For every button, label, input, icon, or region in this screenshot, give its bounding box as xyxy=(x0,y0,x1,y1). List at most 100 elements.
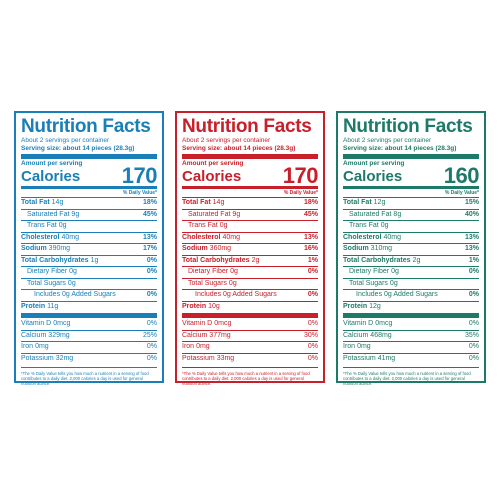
nutrient-amount: 0g xyxy=(389,279,398,287)
nutrient-amount: 0mg xyxy=(357,343,371,351)
carbohydrates-row: Total Carbohydrates 2g 1% xyxy=(343,254,479,267)
nutrient-label: Protein xyxy=(182,302,207,310)
nutrient-amount: 0g xyxy=(391,268,399,276)
nutrient-label: Vitamin D xyxy=(182,320,213,328)
nutrient-dv: 13% xyxy=(303,233,318,241)
nutrition-label-blue: Nutrition Facts About 2 servings per con… xyxy=(14,111,164,386)
nutrient-dv: 18% xyxy=(142,199,157,207)
nutrient-dv: 0% xyxy=(468,291,479,299)
saturated-fat-row: Saturated Fat 9g 45% xyxy=(21,208,157,221)
nutrient-dv: 0% xyxy=(146,320,157,328)
nutrient-label: Includes 0g Added Sugars xyxy=(356,291,438,299)
sodium-row: Sodium 390mg 17% xyxy=(21,243,157,255)
label-title: Nutrition Facts xyxy=(21,116,151,137)
calories-row: Calories 170 xyxy=(182,165,319,187)
nutrient-amount: 310mg xyxy=(370,245,393,253)
dietary-fiber-row: Dietary Fiber 0g 0% xyxy=(182,266,318,278)
nutrient-amount: 468mg xyxy=(370,331,392,339)
divider-thick xyxy=(21,313,157,318)
nutrient-dv: 15% xyxy=(464,199,479,207)
nutrient-dv: 0% xyxy=(468,268,479,276)
divider-medium xyxy=(21,186,157,189)
nutrient-label: Calcium xyxy=(343,331,369,339)
nutrient-amount: 1g xyxy=(90,256,99,264)
calories-value: 160 xyxy=(443,163,480,188)
divider-thick xyxy=(21,154,157,159)
nutrient-label: Saturated Fat xyxy=(188,210,231,218)
nutrient-dv: 16% xyxy=(303,245,318,253)
nutrient-label: Cholesterol xyxy=(343,233,382,241)
calories-value: 170 xyxy=(121,163,158,188)
potassium-row: Potassium 33mg 0% xyxy=(182,352,318,365)
nutrient-dv: 0% xyxy=(307,343,318,351)
protein-row: Protein 11g xyxy=(21,300,157,313)
nutrient-amount: 2g xyxy=(412,256,421,264)
nutrient-label: Potassium xyxy=(343,354,376,362)
daily-value-header: % Daily Value* xyxy=(283,190,318,196)
total-fat-row: Total Fat 14g 18% xyxy=(21,197,157,209)
nutrient-label: Trans Fat xyxy=(27,222,57,230)
nutrient-amount: 14g xyxy=(212,199,225,207)
dietary-fiber-row: Dietary Fiber 0g 0% xyxy=(21,266,157,278)
nutrient-label: Total Fat xyxy=(21,199,50,207)
nutrient-amount: 40mg xyxy=(222,233,241,241)
calories-label: Calories xyxy=(182,168,242,185)
calcium-row: Calcium 377mg 30% xyxy=(182,329,318,342)
nutrient-dv: 17% xyxy=(142,245,157,253)
divider-thick xyxy=(343,313,479,318)
protein-row: Protein 10g xyxy=(182,300,318,313)
servings-per-container: About 2 servings per container xyxy=(343,137,432,144)
divider-thick xyxy=(182,154,318,159)
nutrient-amount: 0mg xyxy=(196,343,210,351)
nutrient-amount: 40mg xyxy=(383,233,402,241)
cholesterol-row: Cholesterol 40mg 13% xyxy=(21,231,157,244)
nutrient-amount: 0g xyxy=(219,222,228,230)
nutrient-amount: 0mg xyxy=(35,343,49,351)
nutrient-label: Sodium xyxy=(343,245,369,253)
nutrient-dv: 35% xyxy=(464,331,479,339)
nutrient-label: Vitamin D xyxy=(343,320,374,328)
nutrient-amount: 14g xyxy=(51,199,64,207)
total-sugars-row: Total Sugars 0g xyxy=(182,277,318,290)
added-sugars-row: Includes 0g Added Sugars 0% xyxy=(21,289,157,301)
protein-row: Protein 12g xyxy=(343,300,479,313)
nutrient-dv: 45% xyxy=(142,210,157,218)
nutrient-amount: 32mg xyxy=(55,354,74,362)
serving-size: Serving size: about 14 pieces (28.3g) xyxy=(343,145,457,152)
nutrient-label: Total Fat xyxy=(343,199,372,207)
nutrient-dv: 45% xyxy=(303,210,318,218)
nutrient-label: Saturated Fat xyxy=(27,210,70,218)
iron-row: Iron 0mg 0% xyxy=(343,341,479,353)
nutrient-dv: 0% xyxy=(307,320,318,328)
nutrient-amount: 390mg xyxy=(48,245,71,253)
calories-label: Calories xyxy=(343,168,403,185)
cholesterol-row: Cholesterol 40mg 13% xyxy=(343,231,479,244)
nutrient-dv: 0% xyxy=(146,354,157,362)
trans-fat-row: Trans Fat 0g xyxy=(21,220,157,232)
nutrient-dv: 0% xyxy=(307,268,318,276)
label-title: Nutrition Facts xyxy=(182,116,312,137)
nutrient-label: Sodium xyxy=(21,245,47,253)
nutrient-amount: 8g xyxy=(393,210,402,218)
nutrient-label: Includes 0g Added Sugars xyxy=(195,291,277,299)
nutrient-amount: 41mg xyxy=(377,354,396,362)
nutrient-amount: 0mcg xyxy=(375,320,393,328)
nutrient-amount: 0g xyxy=(228,279,237,287)
nutrient-dv: 0% xyxy=(468,320,479,328)
nutrient-amount: 0g xyxy=(230,268,238,276)
calories-row: Calories 160 xyxy=(343,163,480,188)
total-sugars-row: Total Sugars 0g xyxy=(343,277,479,290)
potassium-row: Potassium 32mg 0% xyxy=(21,352,157,365)
calories-row: Calories 170 xyxy=(21,163,158,188)
nutrient-amount: 40mg xyxy=(61,233,80,241)
nutrient-dv: 0% xyxy=(146,268,157,276)
nutrient-dv: 0% xyxy=(307,291,318,299)
divider-medium xyxy=(343,186,479,189)
nutrient-label: Calcium xyxy=(21,331,47,339)
servings-per-container: About 2 servings per container xyxy=(182,137,271,144)
serving-size: Serving size: about 14 pieces (28.3g) xyxy=(182,145,296,152)
nutrient-label: Total Sugars xyxy=(188,279,227,287)
calcium-row: Calcium 468mg 35% xyxy=(343,329,479,342)
nutrient-label: Vitamin D xyxy=(21,320,52,328)
nutrient-amount: 0mcg xyxy=(214,320,232,328)
